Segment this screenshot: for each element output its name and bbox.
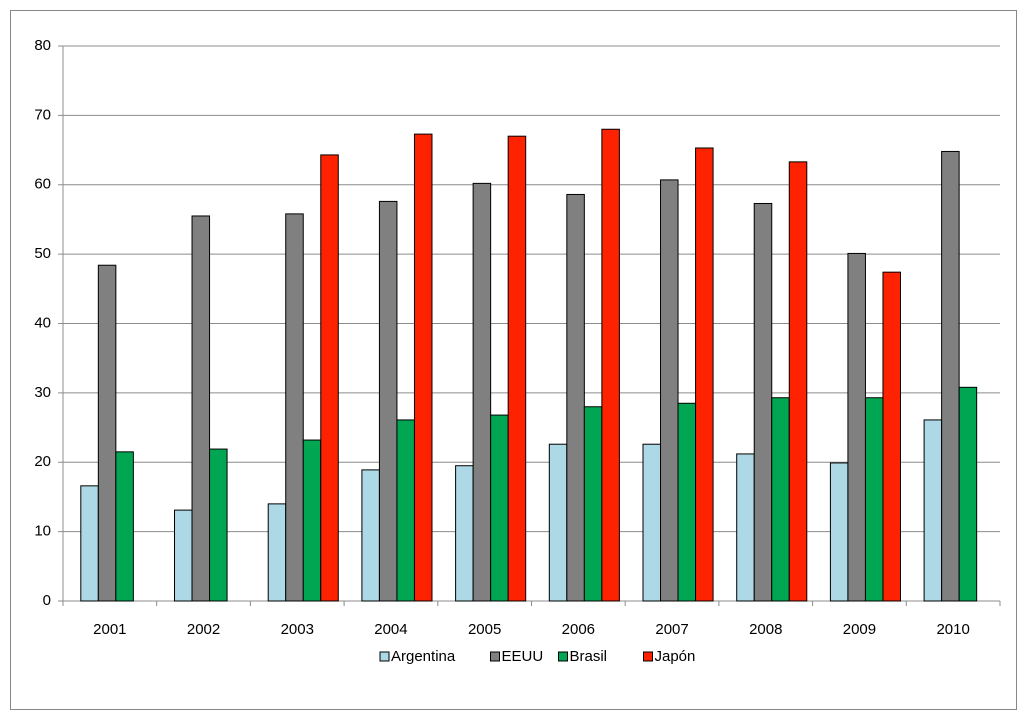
bar <box>660 179 679 602</box>
bar <box>455 465 474 602</box>
bar <box>864 397 884 602</box>
x-tick-label: 2006 <box>562 621 595 638</box>
legend-label: Brasil <box>570 648 608 665</box>
bar <box>209 448 228 602</box>
x-tick-label: 2002 <box>187 621 220 638</box>
bar <box>736 453 755 602</box>
x-tick-label: 2010 <box>936 621 969 638</box>
x-tick-label: 2008 <box>749 621 782 638</box>
x-tick-label: 2001 <box>93 621 126 638</box>
bar <box>174 509 193 602</box>
bar <box>788 161 808 602</box>
bar <box>583 406 603 602</box>
y-tick-label: 0 <box>43 592 51 609</box>
x-tick-label: 2009 <box>843 621 876 638</box>
legend-label: Japón <box>655 648 696 665</box>
bar <box>97 264 117 602</box>
bar <box>829 462 849 602</box>
x-tick-label: 2007 <box>655 621 688 638</box>
bar <box>847 252 866 602</box>
x-tick-label: 2004 <box>374 621 407 638</box>
bar <box>771 397 790 602</box>
bar <box>115 451 134 602</box>
legend-swatch <box>643 651 653 662</box>
bar <box>267 503 287 602</box>
bar <box>413 133 433 602</box>
y-tick-label: 50 <box>34 245 51 262</box>
bar <box>677 402 697 602</box>
bar <box>396 419 415 602</box>
bar <box>507 135 527 602</box>
bar <box>601 128 620 602</box>
bar <box>285 213 304 602</box>
bar <box>923 419 943 602</box>
bar <box>695 147 714 602</box>
legend-swatch <box>379 651 390 662</box>
bar <box>490 414 509 602</box>
y-tick-label: 40 <box>34 314 51 331</box>
bar <box>548 443 568 602</box>
y-tick-label: 70 <box>34 106 51 123</box>
legend-label: Argentina <box>391 648 456 665</box>
bar <box>753 202 773 602</box>
y-tick-label: 80 <box>34 37 51 54</box>
bar <box>361 469 380 602</box>
bar <box>958 386 978 602</box>
bar <box>191 215 211 602</box>
y-tick-label: 30 <box>34 384 51 401</box>
bar <box>882 271 901 602</box>
bar <box>642 443 662 602</box>
legend-swatch <box>558 651 568 662</box>
y-tick-label: 60 <box>34 176 51 193</box>
x-tick-label: 2005 <box>468 621 501 638</box>
bar <box>566 193 585 602</box>
bar <box>941 150 960 602</box>
bar <box>320 154 339 602</box>
bar <box>302 439 322 602</box>
y-tick-label: 10 <box>34 523 51 540</box>
legend-swatch <box>490 651 500 662</box>
legend-label: EEUU <box>502 648 544 665</box>
bar <box>472 182 492 602</box>
y-tick-label: 20 <box>34 453 51 470</box>
bar <box>378 200 398 602</box>
x-tick-label: 2003 <box>281 621 314 638</box>
bar <box>80 485 99 602</box>
